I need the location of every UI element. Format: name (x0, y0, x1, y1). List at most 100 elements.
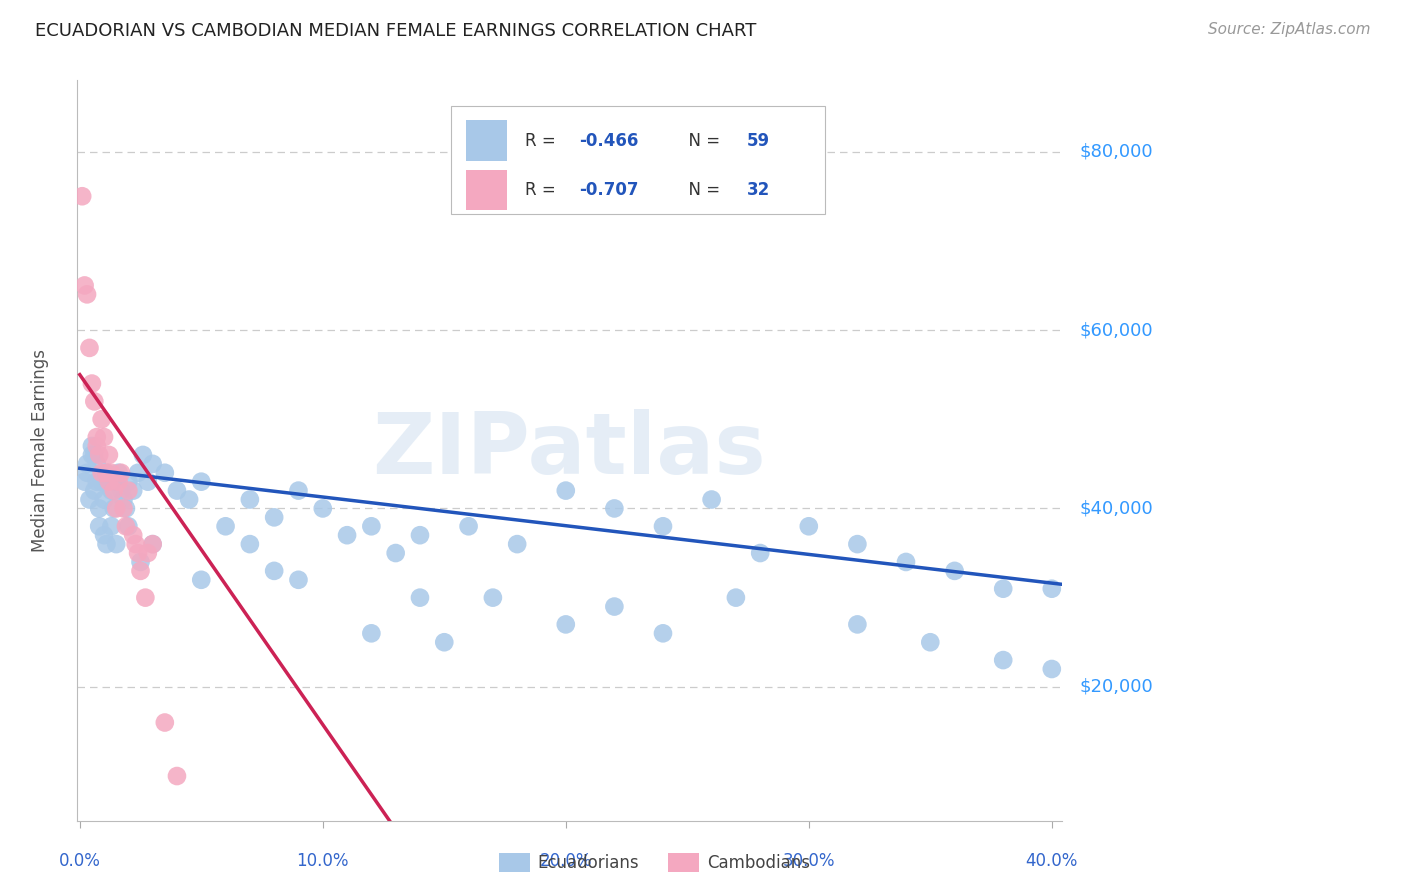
Point (287, 483, 309, 498)
Point (142, 457, 165, 471)
Text: ECUADORIAN VS CAMBODIAN MEDIAN FEMALE EARNINGS CORRELATION CHART: ECUADORIAN VS CAMBODIAN MEDIAN FEMALE EA… (35, 22, 756, 40)
Point (134, 591, 156, 605)
Point (724, 591, 747, 605)
Point (652, 626, 675, 640)
Point (127, 466, 149, 480)
Point (360, 519, 382, 533)
Text: $60,000: $60,000 (1080, 321, 1153, 339)
Point (80, 376, 103, 391)
Point (86, 457, 108, 471)
Text: N =: N = (678, 131, 725, 150)
Point (312, 501, 335, 516)
Point (409, 528, 432, 542)
Point (79, 492, 101, 507)
Text: ZIPatlas: ZIPatlas (373, 409, 766, 492)
Point (96, 466, 118, 480)
Point (943, 564, 966, 578)
FancyBboxPatch shape (467, 120, 508, 161)
Point (127, 546, 149, 560)
Point (287, 573, 309, 587)
Point (110, 466, 132, 480)
Point (112, 492, 135, 507)
Point (920, 635, 942, 649)
Point (1040, 662, 1063, 676)
Point (93, 528, 115, 542)
Point (384, 546, 406, 560)
Point (96, 466, 118, 480)
Text: Source: ZipAtlas.com: Source: ZipAtlas.com (1208, 22, 1371, 37)
Text: $80,000: $80,000 (1080, 143, 1153, 161)
Text: 0.0%: 0.0% (59, 852, 101, 870)
Point (336, 528, 359, 542)
Point (179, 492, 201, 507)
Point (83, 483, 105, 498)
Point (142, 537, 165, 551)
Point (239, 537, 262, 551)
Point (142, 537, 165, 551)
Point (124, 537, 146, 551)
Text: 10.0%: 10.0% (297, 852, 349, 870)
Point (603, 501, 626, 516)
Point (993, 582, 1015, 596)
Point (166, 483, 188, 498)
FancyBboxPatch shape (467, 169, 508, 211)
Point (76, 457, 98, 471)
Point (117, 519, 139, 533)
Point (100, 466, 122, 480)
Text: 20.0%: 20.0% (540, 852, 592, 870)
Point (76, 287, 98, 301)
Text: $40,000: $40,000 (1080, 500, 1153, 517)
Point (554, 483, 576, 498)
Point (89, 501, 111, 516)
Point (70, 189, 93, 203)
Point (100, 519, 122, 533)
Point (554, 617, 576, 632)
Point (93, 492, 115, 507)
Point (107, 466, 129, 480)
Point (97, 475, 120, 489)
Point (105, 475, 128, 489)
Point (86, 475, 108, 489)
Point (190, 475, 212, 489)
Point (83, 394, 105, 409)
Point (153, 715, 176, 730)
Point (97, 475, 120, 489)
Point (894, 555, 917, 569)
Point (103, 501, 125, 516)
Point (86, 430, 108, 444)
Text: -0.707: -0.707 (579, 181, 638, 199)
Point (129, 564, 152, 578)
Point (993, 653, 1015, 667)
Point (89, 448, 111, 462)
Point (263, 564, 285, 578)
Point (409, 591, 432, 605)
Point (846, 617, 869, 632)
Point (90, 466, 112, 480)
Point (90, 475, 112, 489)
Point (89, 519, 111, 533)
Point (73, 278, 96, 293)
Text: 32: 32 (747, 181, 770, 199)
Point (136, 475, 159, 489)
Point (110, 483, 132, 498)
Text: Cambodians: Cambodians (707, 854, 810, 871)
Point (117, 475, 139, 489)
Point (83, 448, 105, 462)
Point (129, 555, 152, 569)
Point (86, 439, 108, 453)
Point (73, 475, 96, 489)
Point (190, 573, 212, 587)
Point (105, 537, 128, 551)
Point (457, 519, 479, 533)
Point (79, 341, 101, 355)
Text: Ecuadorians: Ecuadorians (537, 854, 638, 871)
Point (263, 510, 285, 524)
Text: R =: R = (526, 131, 561, 150)
Point (506, 537, 529, 551)
Point (96, 537, 118, 551)
Point (93, 430, 115, 444)
Text: -0.466: -0.466 (579, 131, 638, 150)
Point (76, 466, 98, 480)
Point (166, 769, 188, 783)
Point (90, 412, 112, 426)
